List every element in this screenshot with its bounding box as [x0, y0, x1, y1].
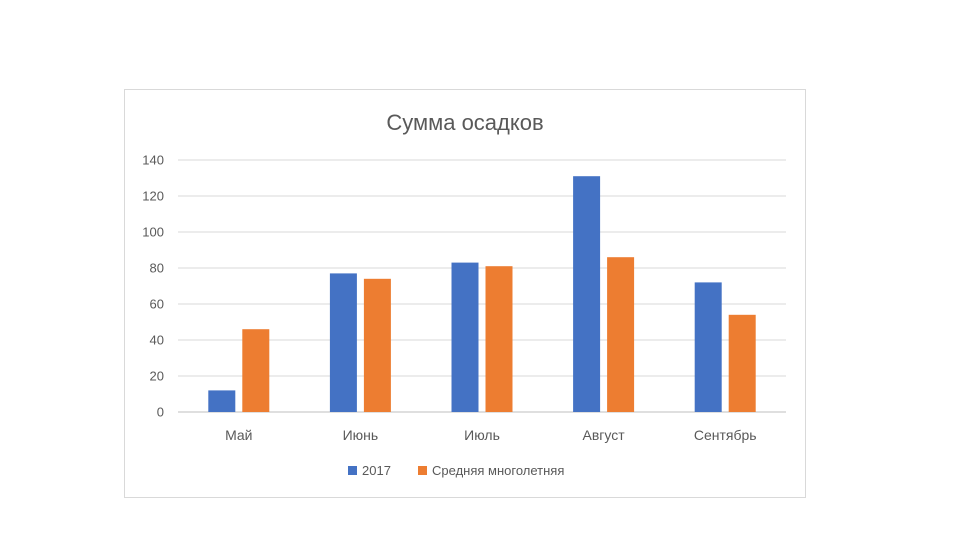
legend-swatch	[418, 466, 427, 475]
legend: 2017 Средняя многолетняя	[348, 463, 564, 478]
y-tick-label: 40	[150, 333, 164, 348]
bar-series1-0	[208, 390, 236, 412]
bar-series2-4	[728, 314, 756, 412]
x-axis-categories: Май Июнь Июль Август Сентябрь	[225, 427, 756, 443]
bar-series1-2	[451, 262, 479, 412]
bar-series2-3	[607, 257, 635, 412]
bar-series2-2	[485, 266, 513, 412]
y-tick-label: 80	[150, 261, 164, 276]
x-category-label: Август	[583, 427, 626, 443]
bar-series1-4	[694, 282, 722, 412]
x-category-label: Июль	[464, 427, 500, 443]
bar-series1-3	[573, 176, 601, 412]
y-tick-label: 100	[142, 225, 164, 240]
bar-series1-1	[329, 273, 357, 412]
y-tick-label: 120	[142, 189, 164, 204]
chart-title: Сумма осадков	[386, 110, 543, 135]
bar-series2-1	[363, 278, 391, 412]
legend-label: Средняя многолетняя	[432, 463, 564, 478]
y-tick-label: 60	[150, 297, 164, 312]
x-category-label: Июнь	[343, 427, 379, 443]
y-tick-label: 0	[157, 405, 164, 420]
y-axis-ticks: 0 20 40 60 80 100 120 140	[142, 153, 164, 420]
bar-series2-0	[242, 329, 270, 412]
x-category-label: Май	[225, 427, 252, 443]
bars	[208, 176, 756, 412]
legend-label: 2017	[362, 463, 391, 478]
y-tick-label: 20	[150, 369, 164, 384]
y-tick-label: 140	[142, 153, 164, 168]
legend-swatch	[348, 466, 357, 475]
x-category-label: Сентябрь	[694, 427, 757, 443]
gridlines	[178, 159, 786, 413]
